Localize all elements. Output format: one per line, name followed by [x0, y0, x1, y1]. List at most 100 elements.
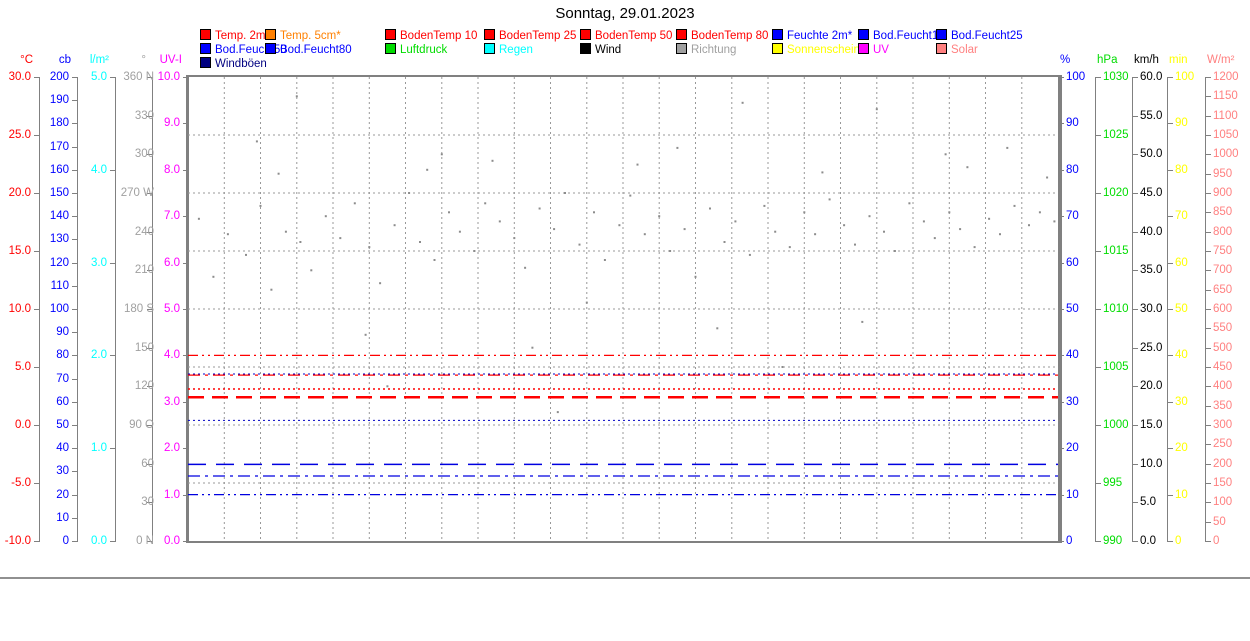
- plot-border: [186, 75, 1062, 543]
- axis-ticklabel-: 40: [1066, 349, 1079, 361]
- richtung-dot: [1006, 146, 1009, 149]
- axis-ticklabel-cb: 100: [49, 303, 69, 315]
- axis-tick: [1206, 425, 1211, 426]
- axis-tick: [72, 239, 77, 240]
- axis-ticklabel-hpa: 1030: [1103, 71, 1129, 83]
- legend-item-bod-feucht25: Bod.Feucht25: [936, 29, 1023, 42]
- legend-swatch-wind: [580, 43, 591, 54]
- axis-ticklabel-cb: 120: [49, 257, 69, 269]
- axis-unit-w-m: W/m²: [1207, 54, 1235, 66]
- legend-label: BodenTemp 10: [400, 30, 478, 42]
- axis-tick: [72, 216, 77, 217]
- axis-ticklabel-cb: 80: [56, 349, 69, 361]
- axis-tick: [1168, 263, 1173, 264]
- legend-swatch-uv: [858, 43, 869, 54]
- legend-swatch-bodentemp-80: [676, 29, 687, 40]
- axis-tick: [1206, 502, 1211, 503]
- axis-line-w-m: [1205, 77, 1206, 542]
- axis-tick: [1206, 290, 1211, 291]
- legend-swatch-luftdruck: [385, 43, 396, 54]
- richtung-dot: [553, 228, 556, 231]
- legend-item-bodentemp-80: BodenTemp 80: [676, 29, 768, 42]
- axis-ticklabel-l-m: 5.0: [91, 71, 107, 83]
- legend-label: Feuchte 2m*: [787, 30, 853, 42]
- axis-tick: [1206, 116, 1211, 117]
- axis-tick: [1096, 483, 1101, 484]
- legend-label: Bod.Feucht25: [951, 30, 1023, 42]
- axis-ticklabel-: 80: [1066, 164, 1079, 176]
- axis-tick: [110, 170, 115, 171]
- axis-tick: [72, 193, 77, 194]
- axis-ticklabel-cb: 40: [56, 442, 69, 454]
- legend-swatch-bod-feucht25: [936, 29, 947, 40]
- axis-tick: [183, 123, 188, 124]
- legend-swatch-solar: [936, 43, 947, 54]
- richtung-dot: [748, 253, 751, 256]
- richtung-dot: [353, 202, 356, 205]
- axis-tick: [110, 355, 115, 356]
- axis-tick: [147, 309, 152, 310]
- richtung-dot: [212, 275, 215, 278]
- richtung-dot: [440, 153, 443, 156]
- axis-tick: [147, 502, 152, 503]
- axis-ticklabel-hpa: 995: [1103, 477, 1123, 489]
- axis-tick: [110, 263, 115, 264]
- axis-tick: [1168, 402, 1173, 403]
- axis-ticklabel-w-m: 1000: [1213, 148, 1239, 160]
- axis-ticklabel-c: 30.0: [8, 71, 31, 83]
- axis-tick: [72, 448, 77, 449]
- axis-tick: [1168, 77, 1173, 78]
- axis-ticklabel-: 90: [1066, 117, 1079, 129]
- axis-tick: [147, 425, 152, 426]
- axis-tick: [147, 77, 152, 78]
- axis-tick: [1206, 444, 1211, 445]
- axis-ticklabel-uv-i: 4.0: [164, 349, 180, 361]
- axis-tick: [1133, 154, 1138, 155]
- axis-ticklabel-: 180 S: [123, 303, 154, 315]
- axis-tick: [147, 348, 152, 349]
- richtung-dot: [393, 224, 396, 227]
- axis-tick: [1206, 270, 1211, 271]
- axis-tick: [1206, 483, 1211, 484]
- legend-label: BodenTemp 25: [499, 30, 577, 42]
- axis-ticklabel-: 60: [1066, 257, 1079, 269]
- axis-tick: [1206, 135, 1211, 136]
- axis-tick: [1133, 425, 1138, 426]
- axis-ticklabel-w-m: 800: [1213, 226, 1233, 238]
- axis-ticklabel-c: 0.0: [15, 419, 31, 431]
- legend-label: Bod.Feucht10: [873, 30, 945, 42]
- axis-ticklabel-w-m: 1200: [1213, 71, 1239, 83]
- axis-tick: [1206, 348, 1211, 349]
- axis-ticklabel-km-h: 35.0: [1140, 264, 1163, 276]
- axis-tick: [147, 154, 152, 155]
- richtung-dot: [618, 224, 621, 227]
- axis-ticklabel-km-h: 0.0: [1140, 535, 1156, 547]
- axis-ticklabel-: 360 N: [123, 71, 154, 83]
- axis-ticklabel-w-m: 550: [1213, 322, 1233, 334]
- axis-tick: [34, 425, 39, 426]
- axis-ticklabel-cb: 180: [49, 117, 69, 129]
- axis-ticklabel-cb: 110: [50, 280, 69, 292]
- axis-tick: [1168, 541, 1173, 542]
- richtung-dot: [959, 228, 962, 231]
- axis-tick: [1133, 232, 1138, 233]
- axis-ticklabel-: 100: [1066, 71, 1086, 83]
- axis-ticklabel-c: 5.0: [15, 361, 31, 373]
- axis-line-cb: [77, 77, 78, 542]
- richtung-dot: [245, 253, 247, 256]
- richtung-dot: [854, 243, 856, 246]
- axis-ticklabel-km-h: 45.0: [1140, 187, 1163, 199]
- axis-ticklabel-: 150: [134, 342, 154, 354]
- axis-tick: [1133, 348, 1138, 349]
- axis-tick: [1133, 270, 1138, 271]
- axis-tick: [1133, 541, 1138, 542]
- richtung-dot: [774, 230, 777, 233]
- richtung-dot: [498, 220, 501, 223]
- legend-item-bodentemp-25: BodenTemp 25: [484, 29, 577, 42]
- axis-ticklabel-: 70: [1066, 210, 1079, 222]
- axis-tick: [1168, 170, 1173, 171]
- legend-label: UV: [873, 44, 889, 56]
- richtung-dot: [1046, 176, 1049, 179]
- axis-ticklabel-km-h: 10.0: [1140, 458, 1163, 470]
- richtung-dot: [636, 163, 639, 166]
